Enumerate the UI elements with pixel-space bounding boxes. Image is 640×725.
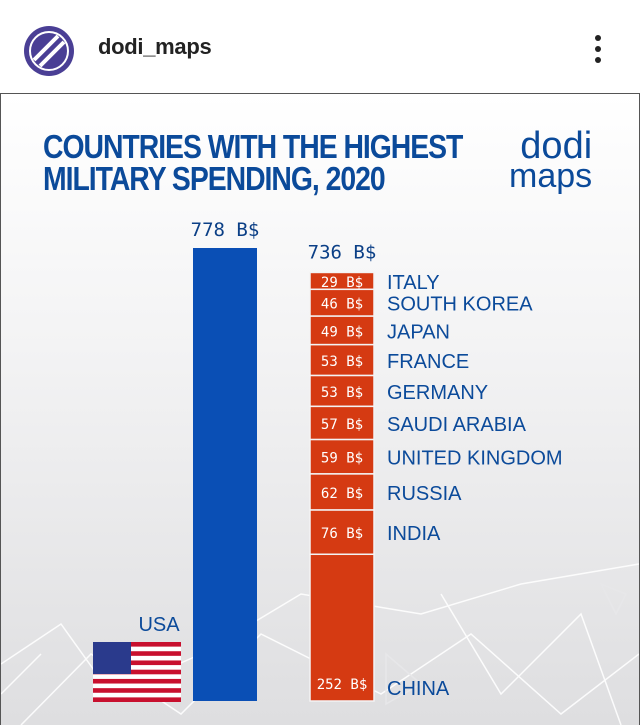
country-label-united-kingdom: UNITED KINGDOM	[387, 448, 563, 470]
country-label-japan: JAPAN	[387, 321, 450, 343]
vertical-ellipsis-icon[interactable]	[590, 34, 606, 64]
segment-germany	[309, 374, 375, 408]
segment-russia	[309, 473, 375, 511]
segment-france	[309, 343, 375, 377]
brand-line-2: maps	[509, 157, 593, 195]
segment-label-saudi-arabia: 57 B$	[321, 417, 363, 433]
segment-label-germany: 53 B$	[321, 385, 363, 401]
bar-usa	[193, 248, 257, 701]
country-label-south-korea: SOUTH KOREA	[387, 294, 533, 316]
country-label-france: FRANCE	[387, 351, 469, 373]
us-flag-icon	[93, 642, 181, 702]
country-label-italy: ITALY	[387, 272, 440, 294]
country-label-germany: GERMANY	[387, 382, 488, 404]
segment-saudi-arabia	[309, 405, 375, 441]
segment-label-france: 53 B$	[321, 354, 363, 370]
striped-circle-logo-icon	[29, 31, 69, 71]
title-line-1: COUNTRIES WITH THE HIGHEST	[43, 128, 463, 165]
country-label-india: INDIA	[387, 523, 441, 545]
country-label-saudi-arabia: SAUDI ARABIA	[387, 414, 527, 436]
segment-label-china: 252 B$	[317, 677, 368, 693]
total-label: 736 B$	[308, 241, 377, 263]
brand-logo: dodi maps	[509, 127, 593, 195]
category-label-usa: USA	[138, 614, 180, 636]
title-line-2: MILITARY SPENDING, 2020	[43, 160, 386, 197]
bar-label-usa: 778 B$	[191, 219, 260, 241]
segment-label-united-kingdom: 59 B$	[321, 451, 363, 467]
segment-china	[309, 553, 375, 702]
chart: 778 B$ USA 736 B$ 29 B$ ITALY 46 B$ SOUTH KORE…	[138, 219, 563, 702]
country-label-china: CHINA	[387, 678, 450, 700]
brand-line-1: dodi	[520, 125, 593, 167]
segment-label-japan: 49 B$	[321, 324, 363, 340]
segment-south-korea	[309, 288, 375, 317]
segment-india	[309, 509, 375, 556]
segment-label-russia: 62 B$	[321, 486, 363, 502]
segment-label-india: 76 B$	[321, 526, 363, 542]
username[interactable]: dodi_maps	[98, 34, 212, 59]
post-image: COUNTRIES WITH THE HIGHEST MILITARY SPEN…	[0, 93, 640, 725]
segment-label-italy: 29 B$	[321, 275, 363, 291]
avatar[interactable]	[24, 26, 74, 76]
chart-title: COUNTRIES WITH THE HIGHEST MILITARY SPEN…	[43, 128, 463, 197]
segment-label-south-korea: 46 B$	[321, 297, 363, 313]
post-header: dodi_maps	[0, 0, 640, 92]
country-label-russia: RUSSIA	[387, 483, 462, 505]
